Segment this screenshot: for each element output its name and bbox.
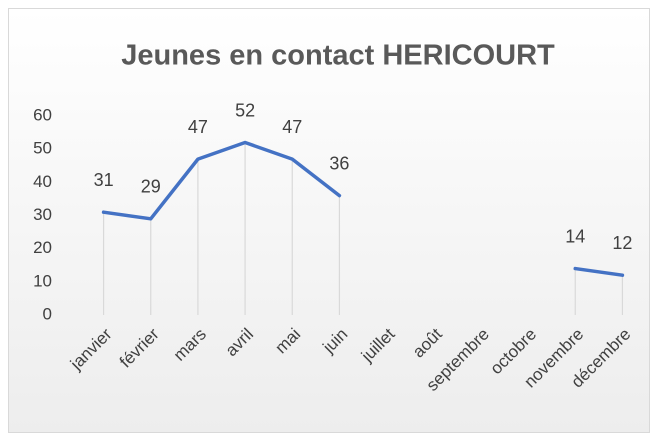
data-label: 31 [94, 170, 114, 190]
line [101, 140, 625, 277]
chart-area [8, 8, 650, 433]
data-label: 29 [141, 177, 161, 197]
y-tick-label: 30 [33, 205, 52, 224]
data-label: 47 [282, 117, 302, 137]
y-tick-label: 60 [33, 105, 52, 124]
data-label: 47 [188, 117, 208, 137]
data-label: 36 [329, 153, 349, 173]
y-tick-label: 10 [33, 271, 52, 290]
y-tick-label: 20 [33, 238, 52, 257]
y-tick-label: 50 [33, 139, 52, 158]
data-label: 12 [612, 233, 632, 253]
data-label: 14 [565, 226, 585, 246]
y-tick-label: 0 [43, 304, 52, 323]
data-label: 52 [235, 100, 255, 120]
y-tick-label: 40 [33, 172, 52, 191]
chart-title: Jeunes en contact HERICOURT [121, 40, 555, 72]
